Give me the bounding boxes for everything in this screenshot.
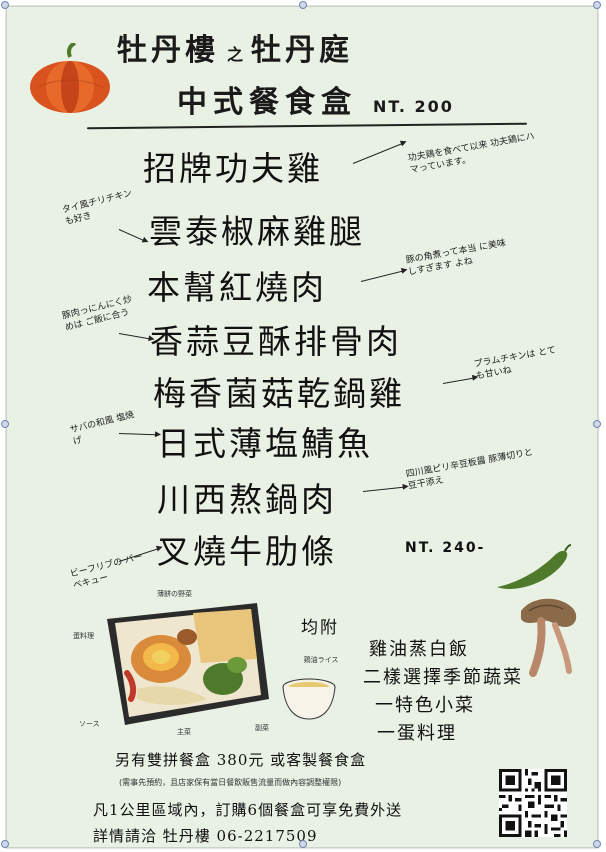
footer-delivery: 凡1公里區域內，訂購6個餐盒可享免費外送 <box>93 801 403 819</box>
lunchbox-illustration <box>107 603 269 725</box>
resize-handle-right[interactable] <box>593 420 601 428</box>
note-dish-3: 豚の角煮って本当 に美味しすぎます よね <box>405 238 507 278</box>
dish-3: 本幫紅燒肉 <box>147 268 327 307</box>
resize-handle-top[interactable] <box>299 1 307 9</box>
chili-pepper-icon <box>497 544 572 589</box>
rib-price: NT. 240- <box>405 540 486 556</box>
footer-contact: 詳情請洽 牡丹樓 06-2217509 <box>93 827 318 845</box>
includes-item-2: 二樣選擇季節蔬菜 <box>363 667 523 688</box>
arrow-dish-3 <box>360 269 406 282</box>
includes-item-1: 雞油蒸白飯 <box>369 639 469 660</box>
title-line-2: 中式餐食盒 NT. 200 <box>177 77 454 121</box>
note-dish-6: サバの和風 塩焼げ <box>69 410 136 448</box>
dish-4: 香蒜豆酥排骨肉 <box>150 322 402 361</box>
qr-code-icon[interactable] <box>499 769 567 837</box>
dish-6: 日式薄塩鯖魚 <box>157 424 373 463</box>
dish-7: 川西熬鍋肉 <box>157 480 337 519</box>
pumpkin-icon <box>30 43 110 113</box>
poster-sheet: 牡丹樓之牡丹庭 中式餐食盒 NT. 200 招牌功夫雞 雲泰椒麻雞腿 本幫紅燒肉 … <box>6 6 598 848</box>
page-title: 中式餐食盒 <box>177 85 357 120</box>
resize-handle-top-left[interactable] <box>1 1 9 9</box>
includes-item-4: 一蛋料理 <box>377 723 457 744</box>
restaurant-branch: 牡丹庭 <box>251 33 354 68</box>
note-dish-2: タイ風チリチキン も好き <box>61 188 134 228</box>
title-underline <box>87 122 527 130</box>
rice-cup-icon <box>282 678 336 720</box>
arrow-dish-7 <box>362 486 407 492</box>
dish-1: 招牌功夫雞 <box>143 149 323 188</box>
dish-8: 叉燒牛肋條 <box>157 532 337 571</box>
title-connector: 之 <box>227 45 244 64</box>
footer-disclaimer: (需事先預約，且店家保有當日餐飲販售流量而做內容調整權限) <box>119 778 342 787</box>
box-label-sauce: ソース <box>79 720 100 728</box>
note-dish-5: プラムチキンは とても甘いね <box>473 345 557 382</box>
box-label-egg: 蛋料理 <box>73 632 94 640</box>
restaurant-name: 牡丹樓 <box>117 33 219 68</box>
includes-item-3: 一特色小菜 <box>375 695 475 716</box>
base-price: NT. 200 <box>373 97 454 116</box>
footer-combo-offer: 另有雙拼餐盒 380元 或客製餐食盒 <box>115 751 367 769</box>
resize-handle-bottom-left[interactable] <box>1 840 9 848</box>
arrow-dish-2 <box>118 229 147 243</box>
dish-2: 雲泰椒麻雞腿 <box>149 212 365 251</box>
resize-handle-left[interactable] <box>1 420 9 428</box>
resize-handle-top-right[interactable] <box>593 1 601 9</box>
arrow-dish-4 <box>118 333 153 340</box>
resize-handle-bottom-right[interactable] <box>593 840 601 848</box>
includes-header: 均附 <box>301 618 339 638</box>
note-dish-8: ビーフリブの バーベキュー <box>69 551 144 592</box>
mushroom-icon <box>521 598 577 677</box>
arrow-dish-5 <box>442 377 477 384</box>
box-label-wrap-veg: 薄餅の野菜 <box>157 590 192 598</box>
note-dish-1: 功夫鶏を食べて以来 功夫鶏にハマっています。 <box>407 131 536 176</box>
arrow-dish-1 <box>352 142 406 164</box>
note-dish-4: 豚肉っにんにく炒めは ご飯に合う <box>61 294 134 334</box>
box-label-rice: 鶏油ライス <box>303 656 339 664</box>
note-dish-7: 四川風ピリ辛豆板醤 豚薄切りと豆干添え <box>405 447 534 492</box>
dish-5: 梅香菌菇乾鍋雞 <box>153 374 405 413</box>
box-label-main: 主菜 <box>177 728 191 736</box>
resize-handle-bottom[interactable] <box>299 840 307 848</box>
title-line-1: 牡丹樓之牡丹庭 <box>117 25 353 69</box>
box-label-side: 副菜 <box>255 724 269 732</box>
